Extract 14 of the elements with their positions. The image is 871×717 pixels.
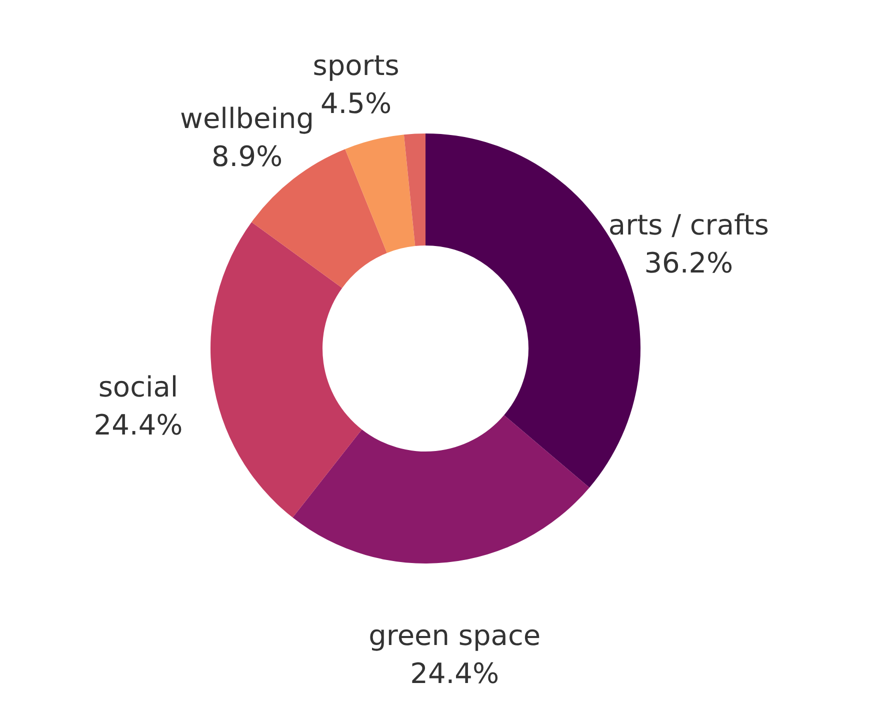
donut-slice <box>210 222 362 518</box>
donut-slice <box>292 415 590 564</box>
data-label: 36.2% <box>644 246 734 280</box>
donut-slice <box>404 134 426 246</box>
slice-label: wellbeing <box>180 102 314 135</box>
data-label: 24.4% <box>410 657 500 690</box>
data-label: 24.4% <box>94 408 183 442</box>
data-label: 4.5% <box>320 86 392 120</box>
donut-slice <box>345 134 416 253</box>
slice-label: sports <box>312 48 400 82</box>
data-label: 8.9% <box>211 140 283 173</box>
slice-label: social <box>98 370 178 404</box>
slice-label: green space <box>368 619 541 652</box>
slice-label: arts / crafts <box>608 208 769 242</box>
